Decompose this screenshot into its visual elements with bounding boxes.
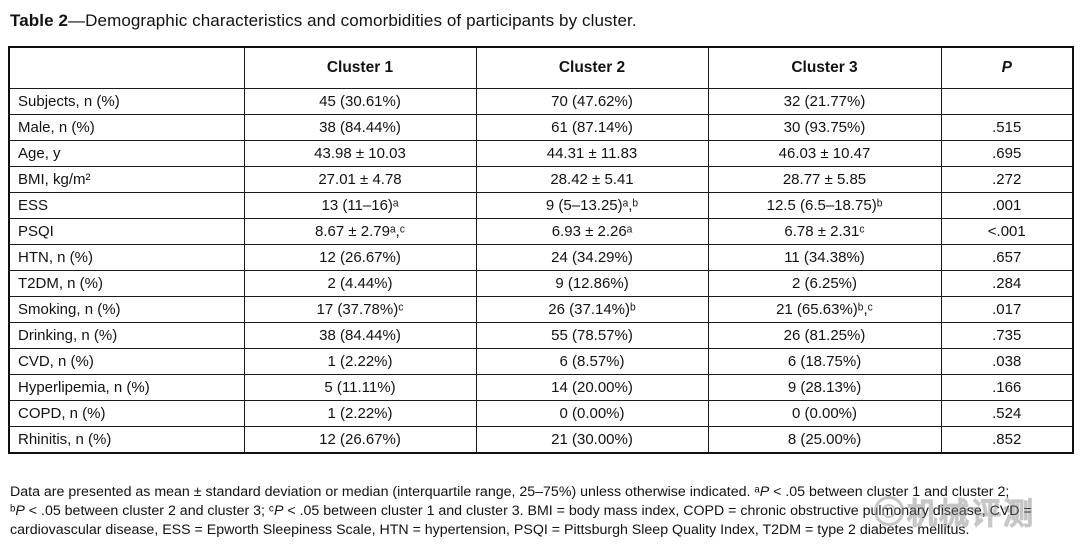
row-label: T2DM, n (%) (8, 270, 245, 297)
cluster2-value: 70 (47.62%) (475, 88, 709, 115)
column-header-p: P (940, 46, 1074, 89)
table-row: Rhinitis, n (%) 12 (26.67%) 21 (30.00%) 8 (… (8, 426, 1074, 454)
cluster2-value: 21 (30.00%) (475, 426, 709, 454)
table-row: Smoking, n (%) 17 (37.78%)ᶜ 26 (37.14%)ᵇ 21… (8, 296, 1074, 323)
cluster2-value: 0 (0.00%) (475, 400, 709, 427)
cluster1-value: 12 (26.67%) (243, 244, 477, 271)
p-value: .657 (940, 244, 1074, 271)
cluster1-value: 1 (2.22%) (243, 348, 477, 375)
row-label: COPD, n (%) (8, 400, 245, 427)
cluster1-value: 1 (2.22%) (243, 400, 477, 427)
cluster1-value: 13 (11–16)ᵃ (243, 192, 477, 219)
p-value: .515 (940, 114, 1074, 141)
row-label: HTN, n (%) (8, 244, 245, 271)
cluster2-value: 61 (87.14%) (475, 114, 709, 141)
cluster2-value: 9 (12.86%) (475, 270, 709, 297)
row-label: BMI, kg/m² (8, 166, 245, 193)
row-label: Age, y (8, 140, 245, 167)
p-value: .017 (940, 296, 1074, 323)
p-value: .272 (940, 166, 1074, 193)
cluster3-value: 30 (93.75%) (707, 114, 942, 141)
cluster1-value: 38 (84.44%) (243, 322, 477, 349)
cluster3-value: 46.03 ± 10.47 (707, 140, 942, 167)
row-label: Rhinitis, n (%) (8, 426, 245, 454)
column-header-empty (8, 46, 245, 89)
cluster2-value: 14 (20.00%) (475, 374, 709, 401)
cluster2-value: 9 (5–13.25)ᵃ,ᵇ (475, 192, 709, 219)
row-label: Hyperlipemia, n (%) (8, 374, 245, 401)
table-title: Table 2—Demographic characteristics and … (10, 11, 637, 30)
column-header-cluster2: Cluster 2 (475, 46, 709, 89)
p-value: .852 (940, 426, 1074, 454)
row-label: Male, n (%) (8, 114, 245, 141)
cluster1-value: 5 (11.11%) (243, 374, 477, 401)
row-label: Subjects, n (%) (8, 88, 245, 115)
cluster1-value: 17 (37.78%)ᶜ (243, 296, 477, 323)
cluster3-value: 21 (65.63%)ᵇ,ᶜ (707, 296, 942, 323)
cluster3-value: 11 (34.38%) (707, 244, 942, 271)
cluster2-value: 44.31 ± 11.83 (475, 140, 709, 167)
p-value: <.001 (940, 218, 1074, 245)
table-row: PSQI 8.67 ± 2.79ᵃ,ᶜ 6.93 ± 2.26ᵃ 6.78 ± 2.3… (8, 218, 1074, 245)
cluster1-value: 45 (30.61%) (243, 88, 477, 115)
table-row: COPD, n (%) 1 (2.22%) 0 (0.00%) 0 (0.00%) .5… (8, 400, 1074, 427)
p-value: .524 (940, 400, 1074, 427)
p-value: .284 (940, 270, 1074, 297)
row-label: CVD, n (%) (8, 348, 245, 375)
cluster3-value: 2 (6.25%) (707, 270, 942, 297)
cluster3-value: 6 (18.75%) (707, 348, 942, 375)
table-row: Subjects, n (%) 45 (30.61%) 70 (47.62%) 32 … (8, 88, 1074, 115)
cluster1-value: 38 (84.44%) (243, 114, 477, 141)
cluster2-value: 55 (78.57%) (475, 322, 709, 349)
header-row: Cluster 1 Cluster 2 Cluster 3 P (8, 46, 1074, 89)
row-label: ESS (8, 192, 245, 219)
table-row: Age, y 43.98 ± 10.03 44.31 ± 11.83 46.03 ± … (8, 140, 1074, 167)
p-value: .735 (940, 322, 1074, 349)
table-row: HTN, n (%) 12 (26.67%) 24 (34.29%) 11 (34.3… (8, 244, 1074, 271)
cluster1-value: 2 (4.44%) (243, 270, 477, 297)
demographics-table: Cluster 1 Cluster 2 Cluster 3 P Subjects… (8, 46, 1074, 454)
column-header-cluster1: Cluster 1 (243, 46, 477, 89)
row-label: Smoking, n (%) (8, 296, 245, 323)
p-value (940, 88, 1074, 115)
table-row: ESS 13 (11–16)ᵃ 9 (5–13.25)ᵃ,ᵇ 12.5 (6.5–18… (8, 192, 1074, 219)
cluster3-value: 26 (81.25%) (707, 322, 942, 349)
column-header-cluster3: Cluster 3 (707, 46, 942, 89)
cluster1-value: 12 (26.67%) (243, 426, 477, 454)
row-label: Drinking, n (%) (8, 322, 245, 349)
cluster1-value: 43.98 ± 10.03 (243, 140, 477, 167)
p-value: .695 (940, 140, 1074, 167)
cluster2-value: 28.42 ± 5.41 (475, 166, 709, 193)
table-footnote: Data are presented as mean ± standard de… (10, 484, 1032, 538)
cluster2-value: 24 (34.29%) (475, 244, 709, 271)
table-row: BMI, kg/m² 27.01 ± 4.78 28.42 ± 5.41 28.77 … (8, 166, 1074, 193)
cluster2-value: 6 (8.57%) (475, 348, 709, 375)
cluster2-value: 26 (37.14%)ᵇ (475, 296, 709, 323)
p-value: .001 (940, 192, 1074, 219)
cluster3-value: 8 (25.00%) (707, 426, 942, 454)
cluster3-value: 32 (21.77%) (707, 88, 942, 115)
p-value: .038 (940, 348, 1074, 375)
table-row: Hyperlipemia, n (%) 5 (11.11%) 14 (20.00%)… (8, 374, 1074, 401)
cluster3-value: 12.5 (6.5–18.75)ᵇ (707, 192, 942, 219)
row-label: PSQI (8, 218, 245, 245)
cluster3-value: 6.78 ± 2.31ᶜ (707, 218, 942, 245)
cluster2-value: 6.93 ± 2.26ᵃ (475, 218, 709, 245)
table-row: T2DM, n (%) 2 (4.44%) 9 (12.86%) 2 (6.25%).… (8, 270, 1074, 297)
table-row: Drinking, n (%) 38 (84.44%) 55 (78.57%) 26 … (8, 322, 1074, 349)
cluster1-value: 8.67 ± 2.79ᵃ,ᶜ (243, 218, 477, 245)
p-value: .166 (940, 374, 1074, 401)
table-row: Male, n (%) 38 (84.44%) 61 (87.14%) 30 (93.… (8, 114, 1074, 141)
cluster1-value: 27.01 ± 4.78 (243, 166, 477, 193)
cluster3-value: 9 (28.13%) (707, 374, 942, 401)
cluster3-value: 28.77 ± 5.85 (707, 166, 942, 193)
cluster3-value: 0 (0.00%) (707, 400, 942, 427)
table-row: CVD, n (%) 1 (2.22%) 6 (8.57%) 6 (18.75%) .0… (8, 348, 1074, 375)
